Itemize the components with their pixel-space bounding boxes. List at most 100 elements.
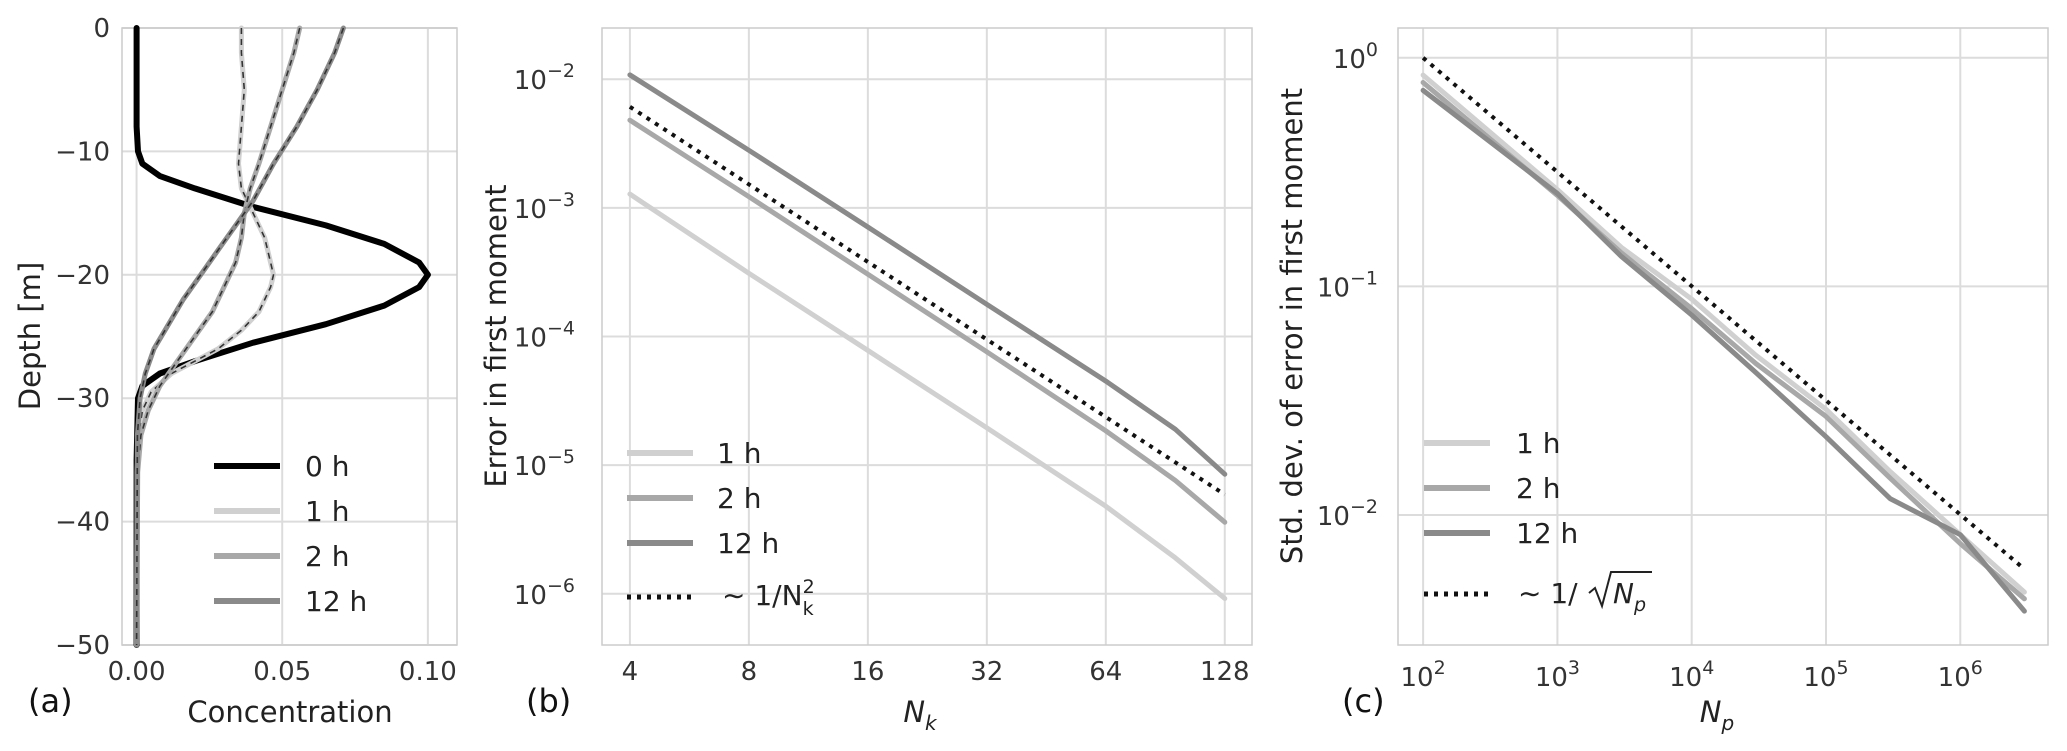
panel-c-x-tick-label-1-exponent: 3 [1568,657,1580,679]
panel-c-y-tick-label-1: 10−1 [1317,267,1378,303]
panel-c-x-tick-label-3-base: 10 [1803,663,1836,693]
panel-b-y-tick-label-4-base: 10 [514,66,547,96]
panel-b-x-tick-label: 16 [851,657,884,687]
legend-a-label-2h: 2 h [305,540,349,573]
panel-c-x-tick-label-3: 105 [1803,657,1848,693]
panel-c-series-3 [1421,56,2026,571]
panel-b-y-tick-label-4: 10−2 [514,60,575,96]
panel-c-y-tick-label-0-base: 10 [1317,502,1350,532]
panel-c-x-tick-label-2: 104 [1669,657,1714,693]
panel-b-x-axis-label: Nk [903,695,938,735]
panel-a-series-1 [134,25,276,648]
panel-c-x-tick-label-1-base: 10 [1535,663,1568,693]
panel-a-y-ticks: 0 −10 −20 −30 −40 −50 [55,14,110,661]
panel-c-y-tick-label-1-base: 10 [1317,273,1350,303]
panel-c-x-tick-label-1: 103 [1535,657,1580,693]
legend-b-label-2h: 2 h [717,482,761,515]
panel-c-x-axis-label-sub: p [1721,711,1735,735]
panel-b-x-tick-label: 64 [1089,657,1122,687]
panel-b-legend: 1 h 2 h 12 h ∼ 1/N2 k [627,437,815,620]
panel-c-series [1420,56,2027,614]
panel-a: 0.00 0.05 0.10 0 −10 −20 −30 −40 −50 Concentrat… [13,14,458,729]
panel-c-y-tick-label-1-exponent: −1 [1350,267,1378,289]
panel-a-x-axis-label: Concentration [187,695,392,729]
panel-c-x-tick-label-2-base: 10 [1669,663,1702,693]
panel-b-y-tick-label-1: 10−5 [514,446,575,482]
panel-b-y-tick-label-2-exponent: −4 [547,318,575,340]
panel-b-y-ticks: 10−610−510−410−310−2 [514,60,575,611]
panel-c-y-tick-label-2: 100 [1333,39,1378,75]
panel-b-x-axis-label-base: N [903,695,925,729]
legend-c-ref-radicand: Np [1613,577,1646,616]
panel-b-series-1 [627,117,1228,525]
legend-c-label-2h: 2 h [1516,472,1560,505]
panel-a-letter: (a) [28,682,73,720]
panel-b-y-tick-label-3-base: 10 [514,195,547,225]
panel-b-y-tick-label-3-exponent: −3 [547,189,575,211]
panel-a-series-1-overlay [135,28,275,646]
panel-a-x-tick-label: 0.05 [253,657,311,687]
panel-b-x-tick-label: 8 [741,657,758,687]
panel-a-series-0 [133,25,431,648]
panel-a-y-axis-label: Depth [m] [13,262,47,410]
legend-b-label-reference: ∼ 1/N2 k [722,576,815,620]
panel-b-x-tick-label: 32 [970,657,1003,687]
panel-b-y-tick-label-4-exponent: −2 [547,60,575,82]
panel-a-y-tick-label: −20 [55,261,110,291]
panel-c-x-axis-label: Np [1700,695,1734,735]
panel-a-plot-area [121,27,458,646]
legend-c-ref-prefix: ∼ 1/ [1518,577,1578,610]
panel-b-letter: (b) [526,682,571,720]
panel-b-y-tick-label-3: 10−3 [514,189,575,225]
panel-c-x-tick-label-2-exponent: 4 [1702,657,1714,679]
panel-b-y-axis-label: Error in first moment [479,184,513,487]
panel-a-x-tick-label: 0.10 [399,657,457,687]
panel-b-series-3 [628,105,1226,497]
panel-c-series-2 [1420,87,2027,614]
legend-b-ref-prefix: ∼ 1/N [722,579,803,612]
legend-c-ref-radicand-base: N [1613,577,1634,610]
panel-a-series-2-overlay [135,27,301,646]
panel-b-series-0 [627,191,1228,601]
panel-b-y-tick-label-1-base: 10 [514,452,547,482]
legend-c-label-1h: 1 h [1516,427,1560,460]
panel-c-x-tick-label-0-base: 10 [1401,663,1434,693]
panel-a-legend: 0 h 1 h 2 h 12 h [214,450,367,618]
panel-c-x-tick-label-4-exponent: 6 [1971,657,1983,679]
panel-b-x-axis-label-sub: k [925,711,938,735]
legend-b-label-12h: 12 h [717,527,779,560]
legend-b-label-1h: 1 h [717,437,761,470]
legend-a-label-1h: 1 h [305,495,349,528]
panel-c-plot-area [1397,27,2049,646]
panel-a-y-tick-label: −50 [55,631,110,661]
panel-c-series-0 [1420,72,2027,595]
panel-c-letter: (c) [1342,682,1385,720]
sqrt-radical-icon [1588,571,1652,610]
legend-a-label-12h: 12 h [305,585,367,618]
legend-b-ref-sub: k [803,598,814,620]
panel-c-x-tick-label-3-exponent: 5 [1836,657,1848,679]
panel-a-x-tick-label: 0.00 [108,657,166,687]
panel-a-series [133,25,431,648]
legend-c-ref-sub: p [1633,594,1646,616]
panel-b-y-tick-label-0-exponent: −6 [547,575,575,597]
panel-c-y-tick-label-0: 10−2 [1317,496,1378,532]
panel-a-y-tick-label: −30 [55,384,110,414]
panel-c-x-tick-label-4: 106 [1938,657,1983,693]
panel-a-y-tick-label: −10 [55,137,110,167]
panel-b-x-tick-label: 128 [1200,657,1250,687]
legend-b-ref-sup: 2 [803,576,815,598]
panel-c-legend: 1 h 2 h 12 h ∼ 1/ Np [1424,427,1652,616]
panel-c-x-tick-label-0-exponent: 2 [1434,657,1446,679]
panel-c-y-tick-label-0-exponent: −2 [1350,496,1378,518]
panel-b-y-tick-label-2: 10−4 [514,318,575,354]
panel-a-x-ticks: 0.00 0.05 0.10 [108,657,457,687]
panel-a-y-tick-label: 0 [93,14,110,44]
panel-c-x-tick-label-4-base: 10 [1938,663,1971,693]
panel-b-x-ticks: 4 8 16 32 64 128 [622,657,1250,687]
panel-c-y-axis-label: Std. dev. of error in first moment [1275,88,1309,564]
panel-c-x-ticks: 102 103 104 105 106 [1401,657,1983,693]
